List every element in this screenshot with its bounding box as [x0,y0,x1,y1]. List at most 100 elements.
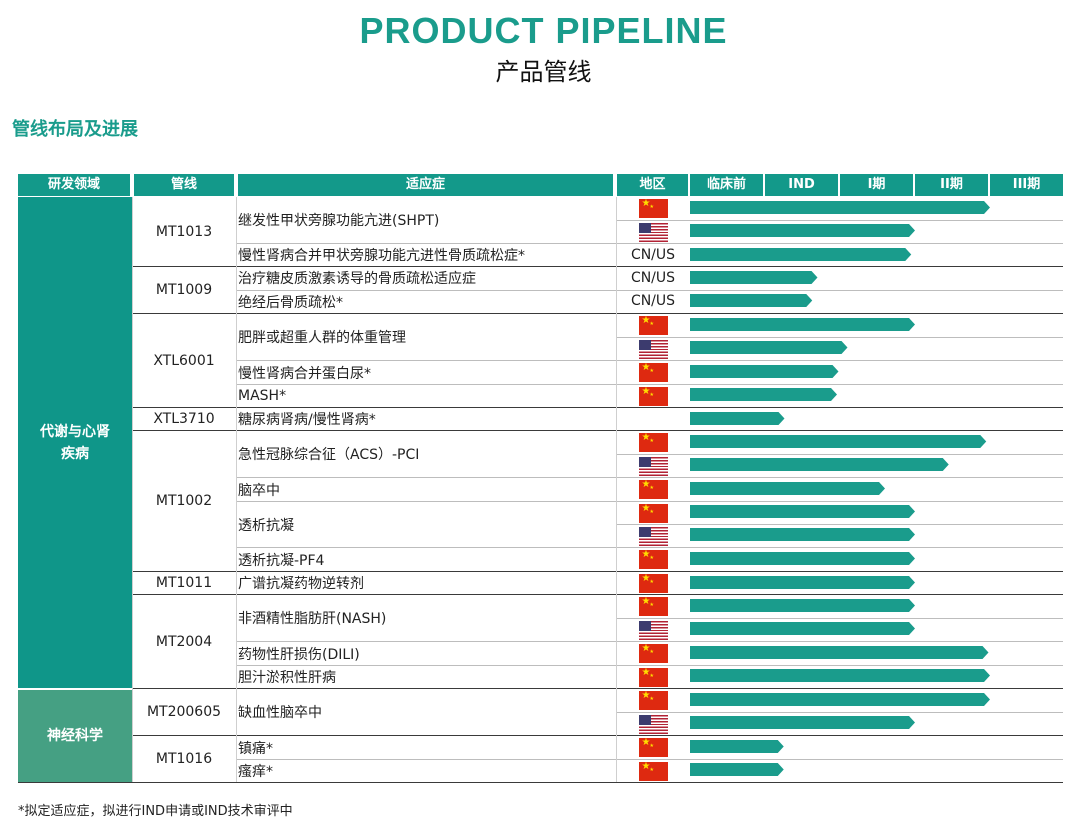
china-flag-icon: ★ ★ [638,503,668,523]
column-header-indication: 适应症 [238,174,613,196]
china-flag-icon: ★ ★ [638,690,668,710]
progress-bar [690,224,915,237]
sub-row-divider [617,524,1063,525]
region-cn: ★ ★ [617,642,689,664]
region-cn: ★ ★ [617,478,689,500]
region-us [617,713,689,735]
indication-item: 慢性肾病合并蛋白尿* [238,365,371,382]
row-divider [132,266,1063,267]
area-metabolic-cardiorenal: 代谢与心肾 疾病 [18,197,132,688]
row-divider [132,313,1063,314]
progress-bar [690,412,785,425]
indication-item: 非酒精性脂肪肝(NASH) [238,611,387,627]
section-title: 管线布局及进展 [12,119,138,140]
indication-item: 肥胖或超重人群的体重管理 [238,330,406,346]
progress-bar [690,294,813,307]
region-cn: ★ ★ [617,502,689,524]
progress-bar [690,248,912,261]
indication-item: 镇痛* [238,740,273,757]
sub-row-divider [617,618,1063,619]
region-cn: ★ ★ [617,548,689,570]
indication-item: 治疗糖皮质激素诱导的骨质疏松适应症 [238,271,476,287]
us-flag-icon [638,620,668,640]
region-cn: ★ ★ [617,736,689,758]
china-flag-icon: ★ ★ [638,432,668,452]
page-title-chinese: 产品管线 [495,58,592,86]
china-flag-icon: ★ ★ [638,386,668,406]
progress-bar [690,201,990,214]
china-flag-icon: ★ ★ [638,549,668,569]
indication-item: 药物性肝损伤(DILI) [238,646,360,663]
table-bottom-border [18,782,1063,783]
row-divider [132,594,1063,595]
indication-item: 缺血性脑卒中 [238,705,322,721]
row-divider [132,735,1063,736]
region-cn: ★ ★ [617,689,689,711]
pipeline-xtl6001: XTL6001 [153,352,215,369]
column-header-phase2: II期 [915,174,988,196]
us-flag-icon [638,456,668,476]
row-divider-thin [236,477,1063,478]
indication-item: 透析抗凝-PF4 [238,552,325,569]
china-flag-icon: ★ ★ [638,761,668,781]
progress-bar [690,388,837,401]
pipeline-mt2004: MT2004 [155,633,213,650]
row-divider-thin [236,547,1063,548]
progress-bar [690,599,915,612]
indication-item: 瘙痒* [238,764,273,780]
progress-bar [690,341,848,354]
progress-bar [690,622,915,635]
china-flag-icon: ★ ★ [638,573,668,593]
progress-bar [690,576,915,589]
column-divider [236,197,237,782]
progress-bar [690,271,818,284]
progress-bar [690,646,989,659]
region-cn: ★ ★ [617,572,689,594]
indication-item: 慢性肾病合并甲状旁腺功能亢进性骨质疏松症* [238,248,525,264]
region-cn: ★ ★ [617,314,689,336]
progress-bar [690,365,839,378]
region-cn-us: CN/US [630,270,676,286]
region-cn: ★ ★ [617,760,689,782]
progress-bar [690,458,949,471]
row-divider-thin [236,501,1063,502]
china-flag-icon: ★ ★ [638,643,668,663]
column-header-ind: IND [765,174,838,196]
column-header-preclinical: 临床前 [690,174,763,196]
row-divider [132,407,1063,408]
row-divider-thin [236,641,1063,642]
pipeline-mt1002: MT1002 [155,493,213,509]
row-divider-thin [236,243,1063,244]
column-header-phase3: III期 [990,174,1063,196]
region-us [617,338,689,360]
sub-row-divider [617,454,1063,455]
indication-item: 脑卒中 [238,482,280,499]
page-title-english: PRODUCT PIPELINE [359,10,728,51]
indication-item: 广谱抗凝药物逆转剂 [238,576,364,592]
china-flag-icon: ★ ★ [638,737,668,757]
footnote: *拟定适应症，拟进行IND申请或IND技术审评中 [18,804,293,819]
region-cn-us: CN/US [630,247,676,263]
china-flag-icon: ★ ★ [638,667,668,687]
row-divider [132,571,1063,572]
area-separator [18,688,132,690]
progress-bar [690,740,784,753]
china-flag-icon: ★ ★ [638,596,668,616]
region-us [617,619,689,641]
progress-bar [690,528,915,541]
progress-bar [690,552,915,565]
indication-item: MASH* [238,388,287,404]
indication-item: 透析抗凝 [238,517,294,534]
china-flag-icon: ★ ★ [638,315,668,335]
column-header-pipeline: 管线 [134,174,234,196]
region-cn: ★ ★ [617,431,689,453]
indication-item: 继发性甲状旁腺功能亢进(SHPT) [238,213,440,229]
region-cn: ★ ★ [617,595,689,617]
column-header-area: 研发领域 [18,174,130,196]
row-divider [132,430,1063,431]
region-cn: ★ ★ [617,361,689,383]
row-divider-thin [236,360,1063,361]
region-cn: ★ ★ [617,666,689,688]
pipeline-mt200605: MT200605 [146,704,222,720]
